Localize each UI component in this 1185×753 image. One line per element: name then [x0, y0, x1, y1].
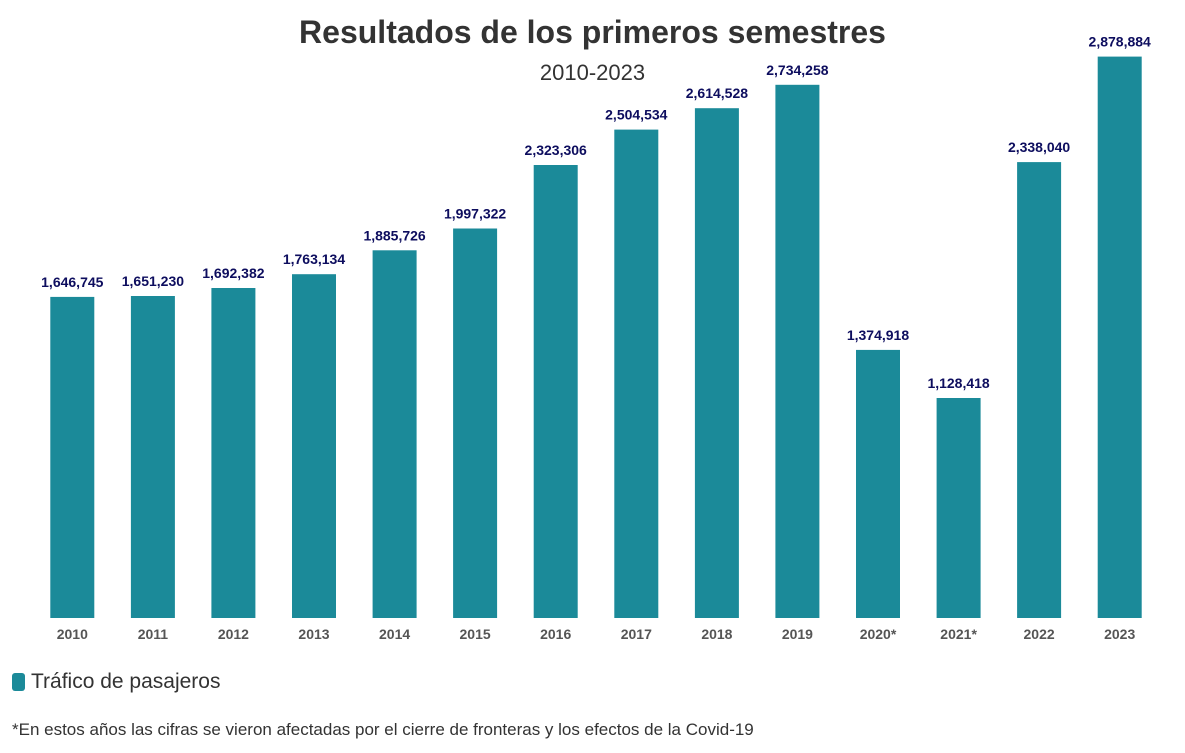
- bar-value-label: 2,504,534: [605, 107, 667, 123]
- bar-chart: 1,646,745 1,651,230 1,692,382 1,763,134 1,88…: [41, 34, 1151, 642]
- bar-2019: [775, 84, 820, 619]
- bar-2012: [211, 288, 256, 618]
- x-tick-label: 2023: [1104, 626, 1135, 642]
- bar-2018: [694, 108, 739, 618]
- bar-2015: [453, 228, 498, 618]
- legend: Tráfico de pasajeros: [12, 670, 220, 694]
- bar-value-label: 1,646,745: [41, 274, 103, 290]
- x-tick-label: 2012: [218, 626, 249, 642]
- bar-value-label: 1,997,322: [444, 206, 506, 222]
- x-tick-label: 2021*: [940, 626, 977, 642]
- bar-value-label: 1,374,918: [847, 327, 909, 343]
- bar-2013: [292, 274, 336, 618]
- bar-value-label: 2,734,258: [766, 62, 828, 78]
- x-tick-label: 2019: [782, 626, 813, 642]
- x-tick-label: 2013: [298, 626, 329, 642]
- legend-label: Tráfico de pasajeros: [31, 670, 221, 693]
- x-tick-label: 2010: [57, 626, 88, 642]
- chart-subtitle: 2010-2023: [539, 60, 646, 85]
- bar-value-label: 2,323,306: [525, 142, 587, 158]
- bar-value-label: 1,651,230: [122, 273, 184, 289]
- x-tick-label: 2015: [460, 626, 491, 642]
- legend-swatch: [12, 673, 25, 691]
- bar-2017: [614, 129, 659, 618]
- x-tick-label: 2017: [621, 626, 652, 642]
- footnote: *En estos años las cifras se vieron afec…: [12, 720, 754, 739]
- bar-value-label: 1,885,726: [363, 227, 425, 243]
- chart-title: Resultados de los primeros semestres: [299, 14, 886, 50]
- bar-value-label: 1,128,418: [927, 375, 989, 391]
- x-tick-label: 2020*: [860, 626, 897, 642]
- bar-value-label: 2,614,528: [686, 85, 748, 101]
- bar-2016: [533, 165, 578, 618]
- x-tick-label: 2016: [540, 626, 571, 642]
- bar-2022: [1017, 162, 1062, 618]
- bar-2021: [936, 398, 981, 618]
- x-tick-label: 2011: [138, 626, 169, 642]
- value-labels-layer: 1,646,745 1,651,230 1,692,382 1,763,134 1,88…: [41, 34, 1151, 391]
- bar-2014: [372, 250, 417, 619]
- bar-2020: [856, 349, 900, 618]
- bar-value-label: 2,338,040: [1008, 139, 1070, 155]
- bars-layer: [50, 56, 1142, 619]
- bar-2010: [50, 296, 95, 618]
- bar-value-label: 1,763,134: [283, 251, 345, 267]
- bar-value-label: 1,692,382: [202, 265, 264, 281]
- x-axis-ticks: 2010 2011 2012 2013 2014 2015 2016 2017 2018 2019…: [57, 626, 1136, 642]
- bar-value-label: 2,878,884: [1089, 34, 1151, 50]
- x-tick-label: 2022: [1024, 626, 1055, 642]
- bar-2023: [1097, 56, 1142, 619]
- x-tick-label: 2014: [379, 626, 410, 642]
- x-tick-label: 2018: [701, 626, 732, 642]
- bar-2011: [130, 296, 175, 618]
